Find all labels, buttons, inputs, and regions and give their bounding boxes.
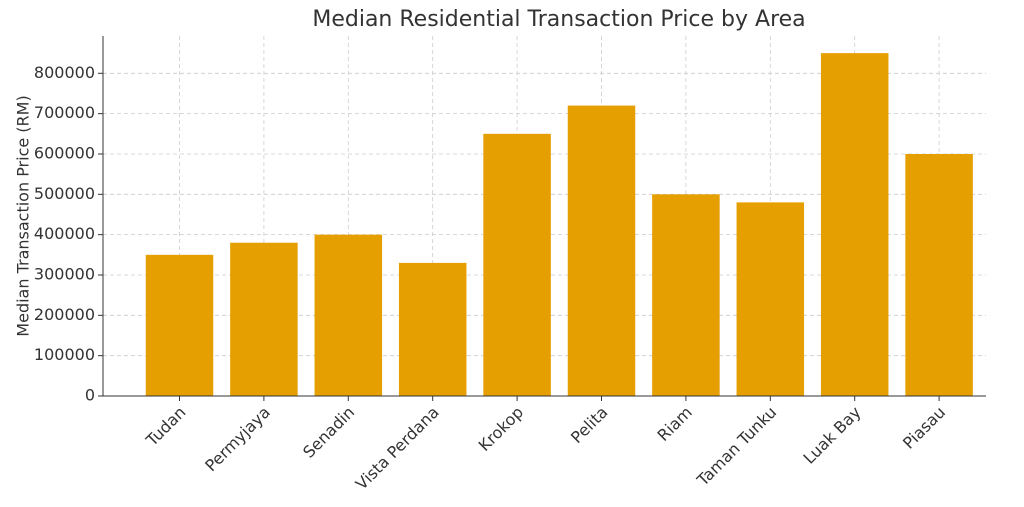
x-tick-label: Riam (654, 403, 696, 445)
x-tick-label: Luak Bay (800, 403, 865, 468)
bar (567, 105, 636, 396)
bar (652, 194, 720, 396)
x-tick-label: Piasau (899, 403, 949, 453)
x-tick-label: Tudan (142, 403, 190, 451)
y-tick-label: 200000 (34, 305, 95, 324)
bar (820, 53, 889, 397)
y-tick-label: 100000 (34, 345, 95, 364)
y-tick-label: 700000 (34, 103, 95, 122)
y-tick-label: 600000 (34, 143, 95, 162)
bar (145, 254, 214, 396)
bar (314, 234, 383, 396)
x-tick-label: Senadin (299, 403, 358, 462)
y-tick-label: 400000 (34, 224, 95, 243)
bar (398, 262, 467, 396)
x-tick-label: Permyjaya (201, 403, 274, 476)
x-tick-label: Taman Tunku (693, 403, 781, 491)
x-tick-label: Krokop (475, 403, 527, 455)
y-axis-label: Median Transaction Price (RM) (14, 95, 33, 336)
x-tick-label: Pelita (567, 403, 611, 447)
bar (230, 242, 298, 396)
y-tick-label: 300000 (34, 264, 95, 283)
bar (736, 202, 805, 396)
y-tick-label: 800000 (34, 63, 95, 82)
y-tick-label: 500000 (34, 184, 95, 203)
x-tick-label: Vista Perdana (352, 403, 443, 494)
chart-title: Median Residential Transaction Price by … (312, 7, 805, 32)
bar (905, 153, 973, 396)
bar (483, 133, 551, 396)
y-tick-label: 0 (85, 386, 95, 405)
